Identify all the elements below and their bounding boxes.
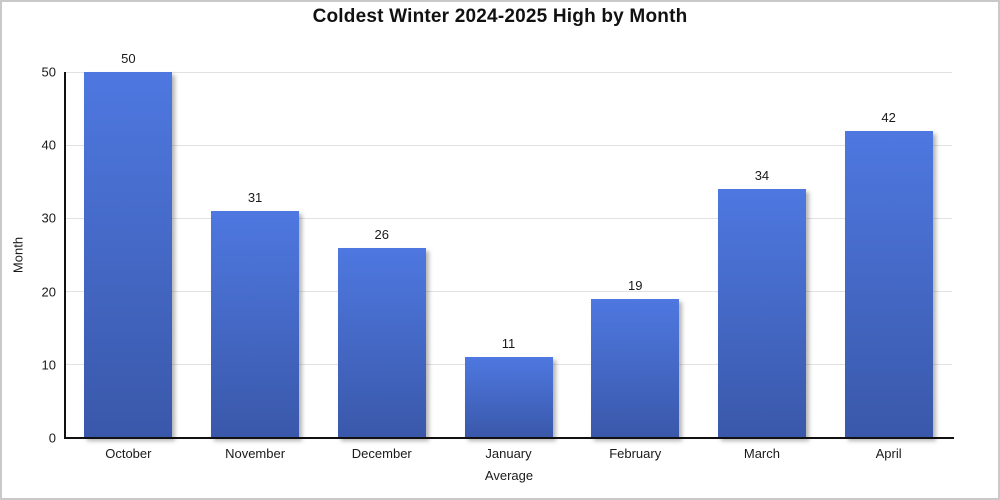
bar-value-label: 11 — [501, 336, 516, 352]
y-tick-label: 50 — [41, 64, 56, 80]
y-tick-label: 0 — [48, 430, 56, 446]
bar-value-label: 26 — [374, 226, 390, 242]
y-axis-title: Month — [10, 236, 26, 274]
x-tick-label: March — [743, 446, 780, 461]
bar-october — [84, 72, 173, 438]
x-tick-label: December — [351, 446, 412, 461]
y-tick-label: 30 — [41, 210, 56, 226]
bar-november — [211, 211, 300, 438]
bar-value-label: 34 — [754, 168, 770, 184]
gridline — [65, 144, 952, 146]
gridline — [65, 71, 952, 73]
bar-value-label: 31 — [247, 190, 263, 206]
x-tick-label: January — [485, 446, 532, 461]
bar-april — [844, 130, 933, 438]
y-tick-label: 40 — [41, 137, 56, 153]
gridline — [65, 291, 952, 293]
y-axis-line — [64, 72, 66, 439]
y-tick-label: 10 — [41, 357, 56, 373]
x-tick-label: November — [225, 446, 286, 461]
bar-value-label: 42 — [881, 109, 896, 125]
y-tick-label: 20 — [41, 284, 56, 300]
x-tick-label: April — [875, 446, 902, 461]
x-tick-label: February — [609, 446, 662, 461]
x-axis-title: Average — [484, 468, 534, 483]
bar-value-label: 50 — [121, 51, 136, 66]
bar-january — [464, 357, 553, 438]
bar-value-label: 19 — [627, 277, 643, 293]
chart-title: Coldest Winter 2024-2025 High by Month — [312, 6, 688, 27]
bar-february — [591, 298, 680, 438]
bar-march — [717, 189, 806, 438]
x-tick-label: October — [105, 446, 152, 461]
gridline — [65, 217, 952, 219]
x-axis-line — [64, 437, 954, 439]
bar-december — [337, 247, 426, 438]
